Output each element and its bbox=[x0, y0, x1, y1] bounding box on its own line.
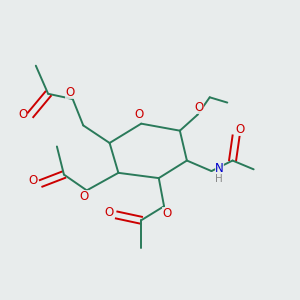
Text: O: O bbox=[79, 190, 88, 203]
Text: H: H bbox=[215, 174, 223, 184]
Text: N: N bbox=[215, 163, 224, 176]
Text: O: O bbox=[195, 101, 204, 114]
Text: O: O bbox=[104, 206, 113, 219]
Text: O: O bbox=[162, 207, 172, 220]
Text: O: O bbox=[18, 108, 28, 122]
Text: O: O bbox=[135, 108, 144, 122]
Text: O: O bbox=[65, 85, 74, 98]
Text: O: O bbox=[29, 174, 38, 187]
Text: O: O bbox=[235, 123, 244, 136]
